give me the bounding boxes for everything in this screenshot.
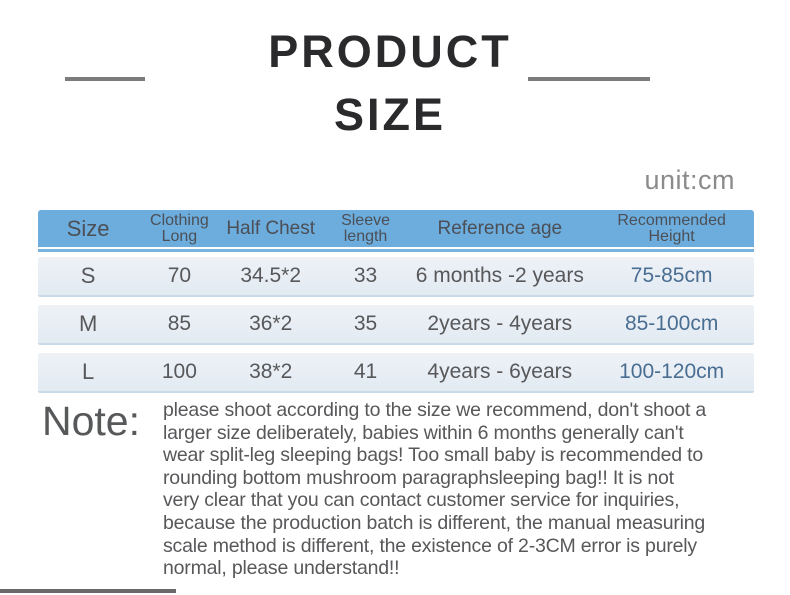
table-header-clothing-long: Clothing Long: [150, 211, 209, 245]
recommended-height-cell: 85-100cm: [624, 312, 719, 335]
size-cell: M: [78, 311, 98, 336]
bottom-left-divider: [0, 589, 176, 593]
table-header-recommended-height: Recommended Height: [617, 211, 726, 245]
sleeve-length-cell: 41: [353, 360, 378, 383]
clothing-long-cell: 70: [167, 264, 192, 287]
page-title: PRODUCT SIZE: [0, 20, 780, 146]
recommended-height-cell: 75-85cm: [630, 264, 713, 287]
sleeve-length-cell: 35: [353, 312, 378, 335]
clothing-long-cell: 85: [167, 312, 192, 335]
reference-age-cell: 6 months -2 years: [415, 264, 584, 287]
sleeve-length-cell: 33: [353, 264, 378, 287]
reference-age-cell: 4years - 6years: [427, 360, 573, 383]
unit-label: unit:cm: [644, 165, 735, 195]
table-row-m: M 85 36*2 35 2years - 4years 85-100cm: [38, 305, 754, 345]
page-title-line2: SIZE: [333, 89, 447, 140]
size-cell: S: [80, 263, 96, 288]
note-text: please shoot according to the size we re…: [163, 399, 707, 580]
table-header-reference-age: Reference age: [437, 217, 563, 239]
table-header-sleeve-length: Sleeve length: [341, 211, 390, 245]
reference-age-cell: 2years - 4years: [427, 312, 573, 335]
table-header-half-chest: Half Chest: [226, 217, 316, 239]
table-header-size: Size: [66, 215, 110, 241]
size-cell: L: [81, 359, 95, 384]
table-header-row: Size Clothing Long Half Chest Sleeve len…: [38, 210, 754, 249]
half-chest-cell: 36*2: [249, 312, 293, 335]
title-left-dash: [65, 77, 145, 81]
size-table: Size Clothing Long Half Chest Sleeve len…: [38, 210, 754, 393]
clothing-long-cell: 100: [161, 360, 197, 383]
note-label: Note:: [42, 398, 140, 444]
half-chest-cell: 34.5*2: [240, 264, 302, 287]
table-row-l: L 100 38*2 41 4years - 6years 100-120cm: [38, 353, 754, 393]
table-row-s: S 70 34.5*2 33 6 months -2 years 75-85cm: [38, 257, 754, 297]
recommended-height-cell: 100-120cm: [619, 360, 725, 383]
half-chest-cell: 38*2: [249, 360, 293, 383]
page-title-line1: PRODUCT: [268, 26, 512, 77]
title-right-dash: [528, 77, 650, 81]
